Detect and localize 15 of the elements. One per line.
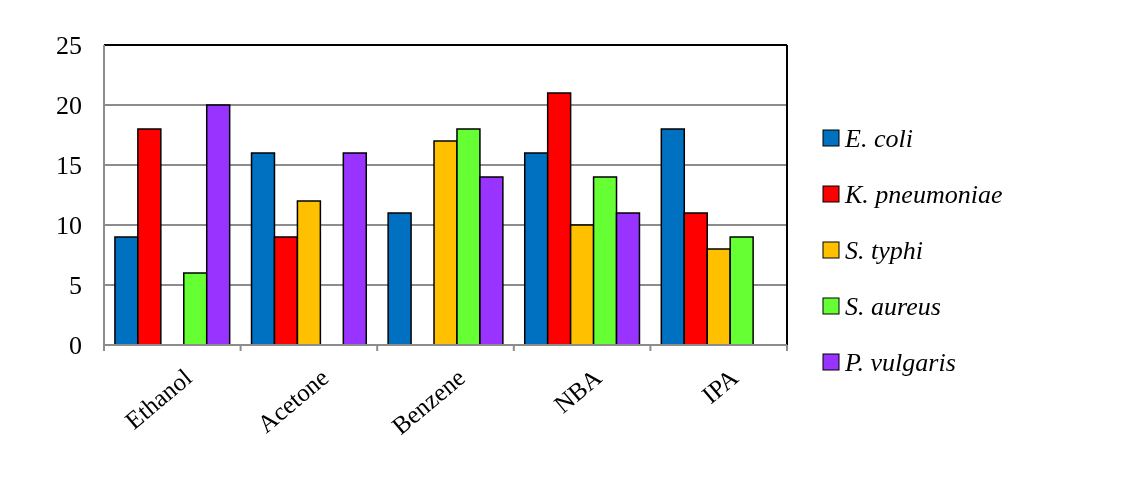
legend-label: S. typhi	[845, 236, 923, 266]
legend-label: K. pneumoniae	[844, 180, 1003, 210]
legend-label: S. aureus	[845, 292, 941, 322]
bar	[342, 152, 368, 346]
x-tick-label: IPA	[696, 363, 744, 409]
y-tick-label: 0	[69, 331, 82, 361]
y-tick-label: 5	[69, 271, 82, 301]
y-tick-label: 10	[56, 211, 82, 241]
y-tick-label: 20	[56, 91, 82, 121]
y-tick-label: 15	[56, 151, 82, 181]
legend-label: P. vulgaris	[844, 348, 956, 378]
bar	[387, 212, 412, 346]
legend-label: E. coli	[844, 124, 913, 154]
x-tick-label: NBA	[548, 363, 607, 419]
y-tick-label: 25	[56, 31, 82, 61]
